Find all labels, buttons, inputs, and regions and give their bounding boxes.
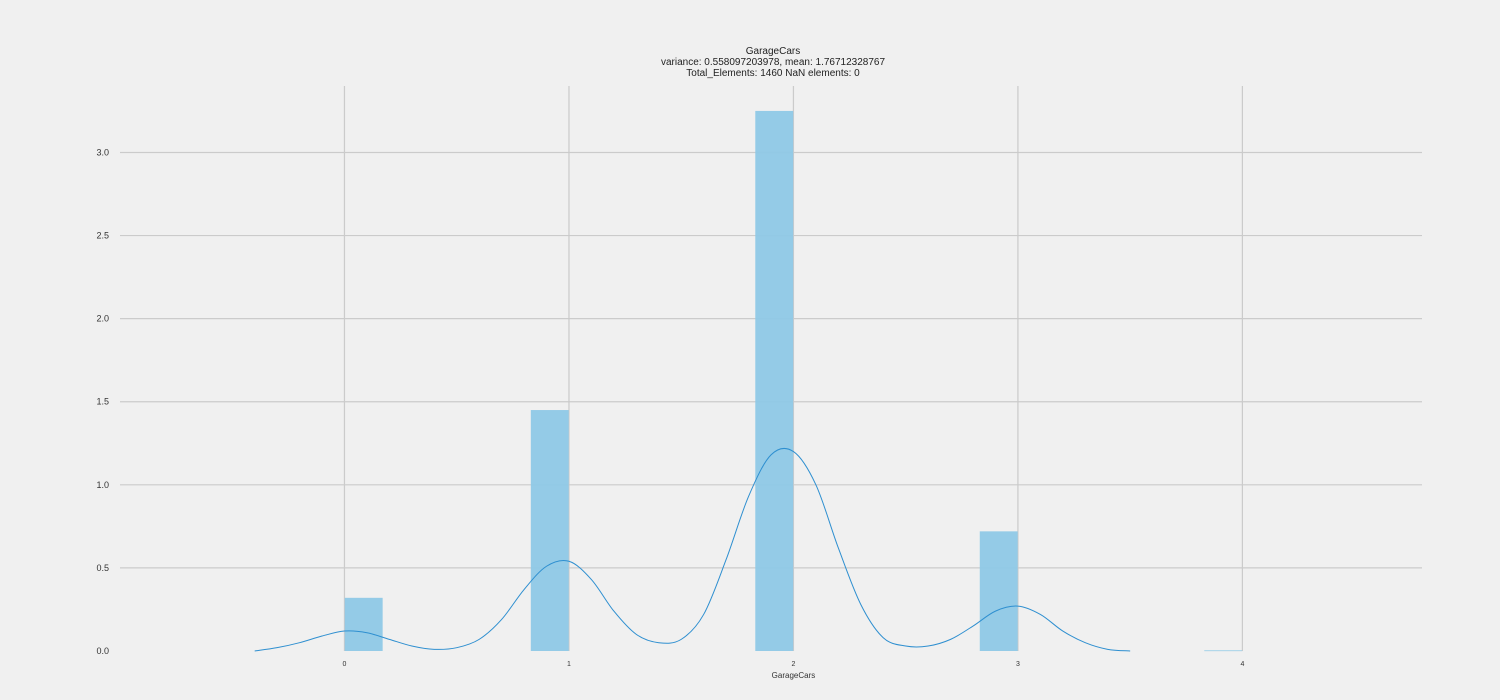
chart-title: GarageCars	[745, 46, 801, 57]
histogram-bar	[530, 410, 569, 651]
x-tick-label: 3	[1016, 661, 1020, 668]
y-tick-label: 1.5	[96, 397, 109, 407]
x-tick-label: 4	[1240, 661, 1244, 668]
chart-title-block: GarageCars variance: 0.558097203978, mea…	[0, 46, 1500, 79]
histogram-bar	[344, 597, 383, 651]
chart-subtitle-line-2: Total_Elements: 1460 NaN elements: 0	[686, 68, 860, 79]
y-tick-label: 2.5	[96, 231, 109, 241]
y-tick-label: 2.0	[96, 314, 109, 324]
histogram-bar	[755, 110, 794, 652]
y-tick-label: 1.0	[96, 480, 109, 490]
chart-subtitle-line-1: variance: 0.558097203978, mean: 1.767123…	[660, 57, 886, 68]
x-axis-label: GarageCars	[772, 671, 816, 680]
y-tick-label: 0.5	[96, 563, 109, 573]
y-tick-label: 3.0	[96, 147, 109, 157]
x-tick-label: 2	[791, 661, 795, 668]
x-tick-label: 0	[343, 661, 347, 668]
y-tick-label: 0.0	[96, 646, 109, 656]
histogram-bar	[979, 531, 1018, 651]
x-tick-label: 1	[567, 661, 571, 668]
kde-line	[254, 447, 1131, 652]
histogram-bar	[1204, 650, 1243, 652]
